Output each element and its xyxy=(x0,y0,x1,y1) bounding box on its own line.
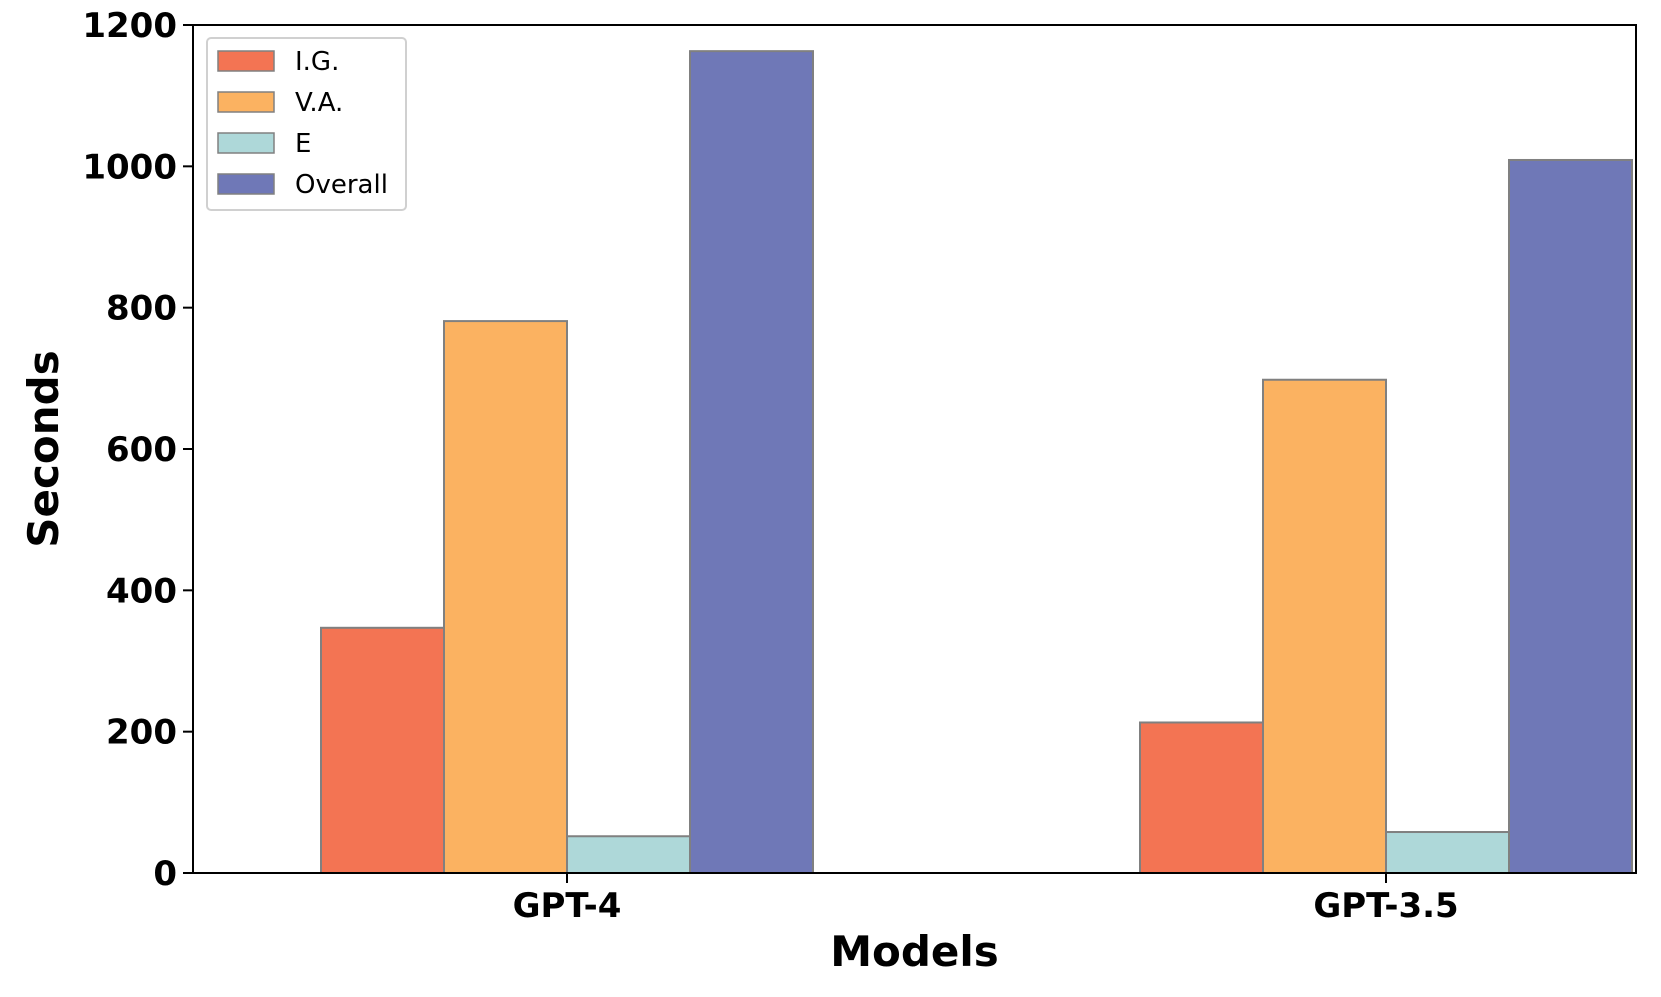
x-axis-label: Models xyxy=(830,927,999,976)
bar-e-gpt35 xyxy=(1385,831,1510,874)
legend-swatch xyxy=(217,91,275,113)
legend-label: Overall xyxy=(295,170,388,200)
legend-label: I.G. xyxy=(295,47,339,77)
legend-label: E xyxy=(295,129,311,159)
legend-swatch xyxy=(217,132,275,154)
bar-overall-gpt4 xyxy=(689,50,814,874)
legend-swatch xyxy=(217,173,275,195)
bar-overall-gpt35 xyxy=(1508,158,1633,874)
y-tick-label: 1200 xyxy=(82,6,177,46)
bars-group xyxy=(320,50,1633,875)
y-axis-label: Seconds xyxy=(19,350,68,547)
y-tick-label: 800 xyxy=(106,289,177,329)
x-tick-label: GPT-4 xyxy=(513,886,622,926)
legend-box xyxy=(206,37,407,211)
legend-swatch xyxy=(217,50,275,72)
bar-e-gpt4 xyxy=(566,835,691,875)
legend: I.G. V.A. E Overall xyxy=(206,37,407,211)
y-tick-label: 1000 xyxy=(82,147,177,187)
bar-ig-gpt4 xyxy=(320,626,445,875)
x-axis-ticks: GPT-4 GPT-3.5 xyxy=(513,873,1459,926)
y-tick-label: 400 xyxy=(106,571,177,611)
x-tick-label: GPT-3.5 xyxy=(1313,886,1458,926)
y-tick-label: 200 xyxy=(106,713,177,753)
y-tick-label: 600 xyxy=(106,430,177,470)
y-axis-ticks: 0 200 400 600 800 1000 1200 xyxy=(82,6,193,894)
bar-ig-gpt35 xyxy=(1139,721,1264,874)
bar-va-gpt35 xyxy=(1262,378,1387,874)
y-tick-label: 0 xyxy=(153,854,177,894)
legend-label: V.A. xyxy=(295,88,343,118)
bar-va-gpt4 xyxy=(443,320,568,874)
